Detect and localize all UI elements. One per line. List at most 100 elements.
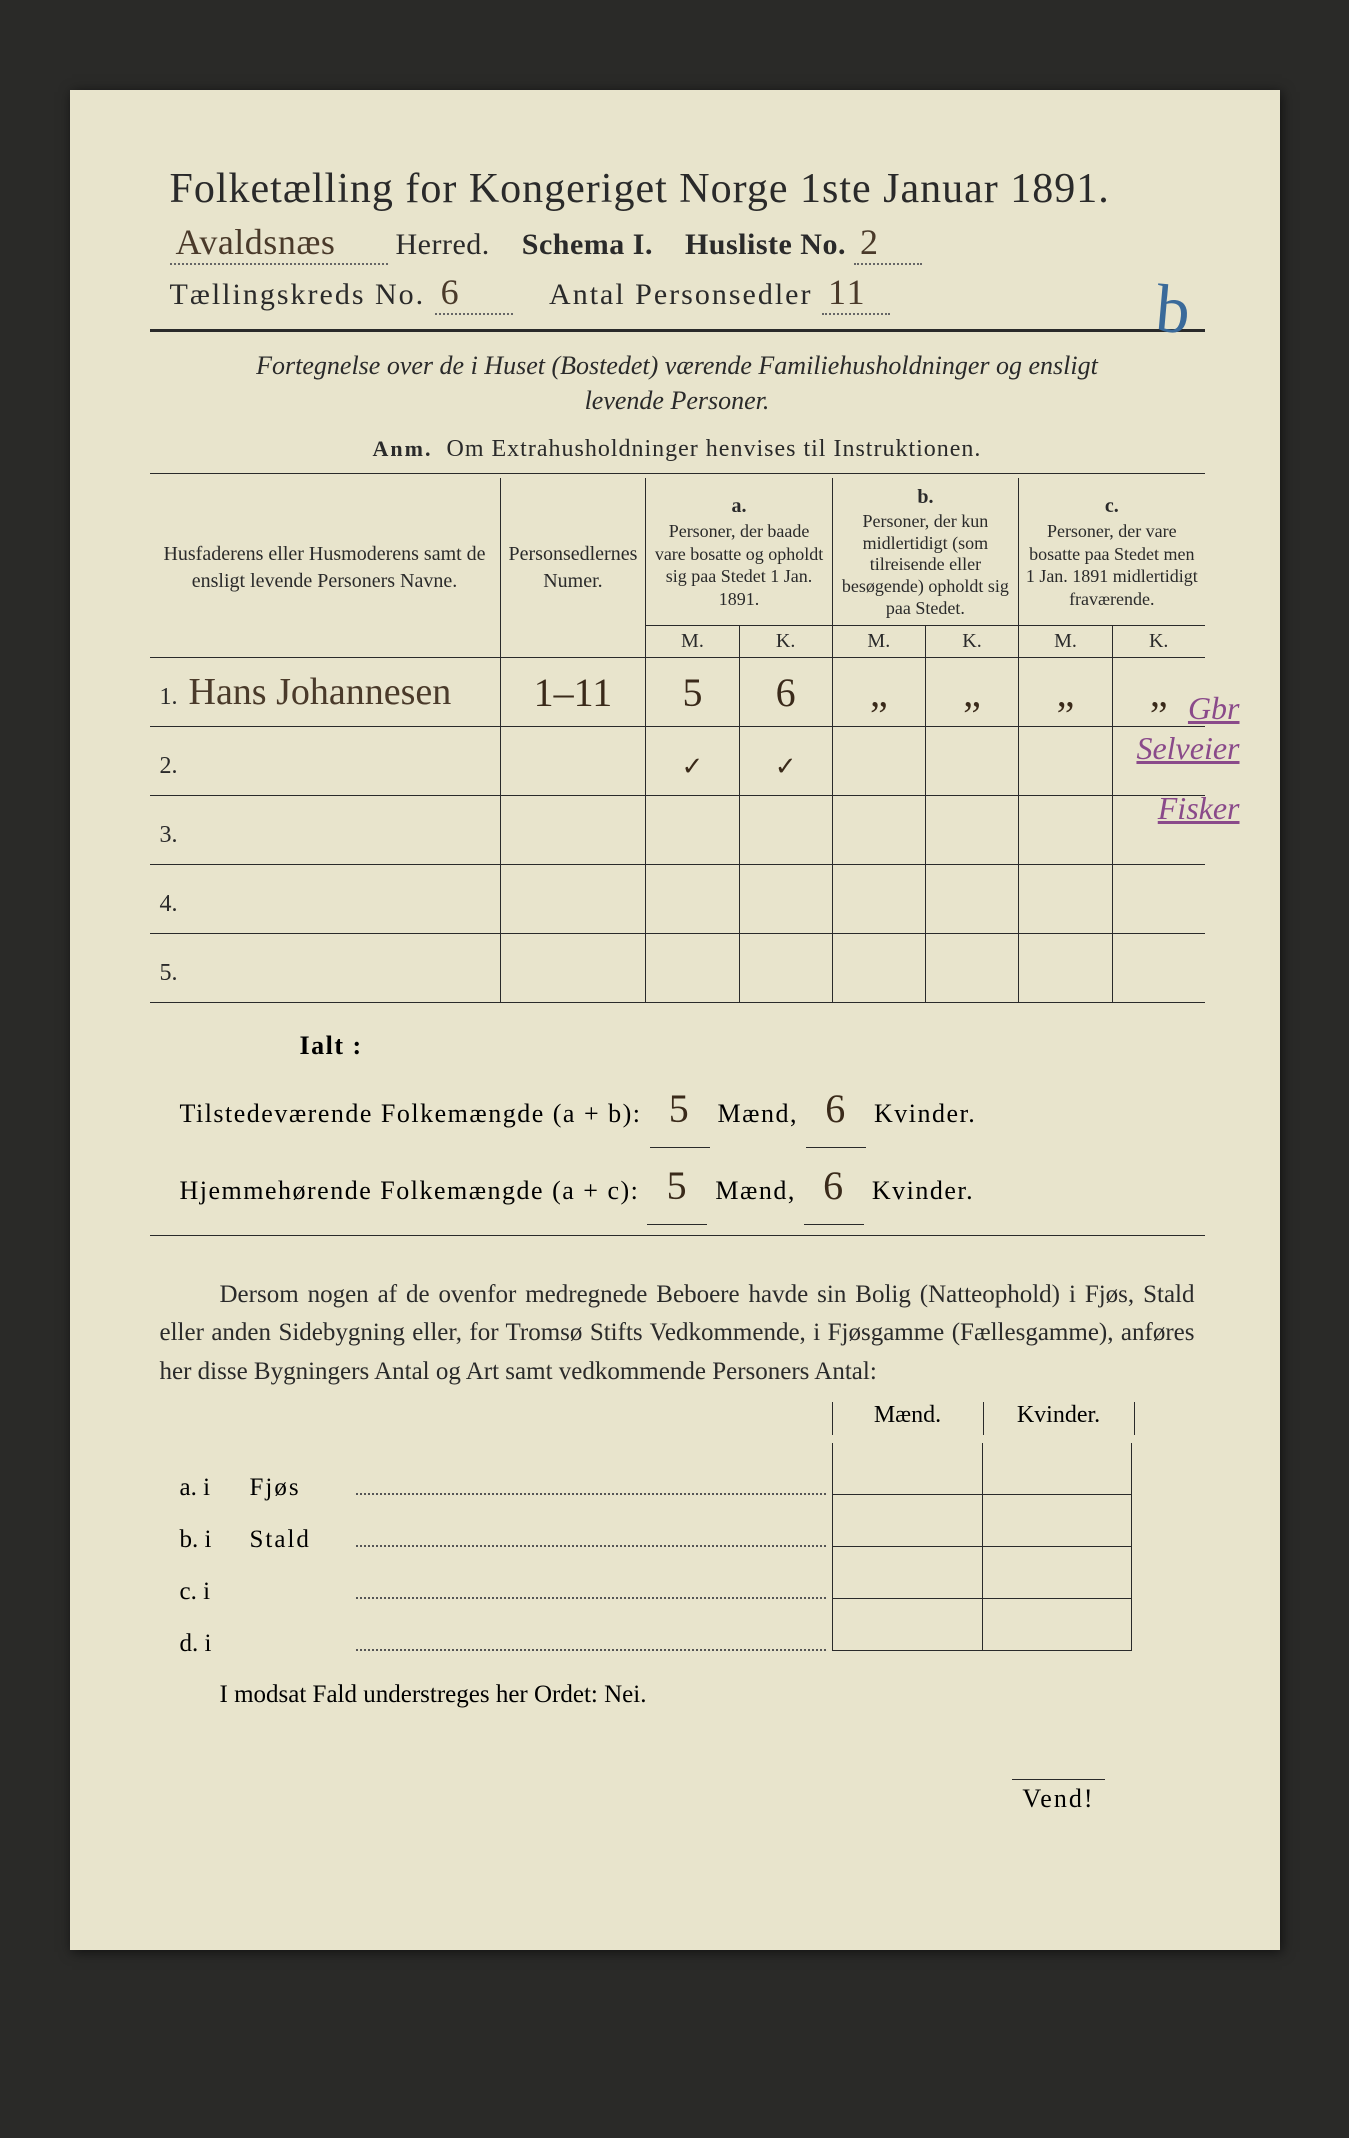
name-cell: 1. Hans Johannesen [150, 658, 501, 727]
nei-text: I modsat Fald understreges her Ordet: Ne… [220, 1681, 647, 1708]
a-m-cell [646, 796, 739, 865]
a-text: Personer, der baade vare bosatte og opho… [652, 520, 825, 610]
annotation-mark: b [1152, 269, 1193, 351]
antal-no: 11 [828, 271, 867, 313]
b-k-cell [925, 934, 1018, 1003]
meta-line-2: Tællingskreds No. 6 Antal Personsedler 1… [170, 271, 1205, 315]
kvinder-cell [982, 1547, 1132, 1599]
c-k-cell [1112, 865, 1204, 934]
table-row: 4. [150, 865, 1205, 934]
table-row: 2. ✓✓ [150, 727, 1205, 796]
present-m: 5 [650, 1071, 710, 1148]
a-k-cell [739, 934, 832, 1003]
b-k-cell [925, 865, 1018, 934]
c-k: K. [1112, 626, 1204, 658]
table-row: 3. [150, 796, 1205, 865]
c-text: Personer, der vare bosatte paa Stedet me… [1025, 520, 1198, 610]
table-row: 5. [150, 934, 1205, 1003]
c-m-cell [1019, 934, 1113, 1003]
row-number: 2. [160, 753, 184, 780]
row-label: b. i [180, 1526, 250, 1554]
ialt-heading: Ialt : [300, 1021, 1205, 1070]
col-b-header: b. Personer, der kun midlertidigt (som t… [832, 478, 1018, 625]
kvinder-label: Kvinder. [874, 1099, 976, 1128]
col-a-header: a. Personer, der baade vare bosatte og o… [646, 478, 832, 625]
c-k-cell [1112, 934, 1204, 1003]
row-label: c. i [180, 1578, 250, 1606]
c-label: c. [1025, 493, 1198, 520]
maend-cell [832, 1599, 982, 1651]
subtitle-line1: Fortegnelse over de i Huset (Bostedet) v… [256, 351, 1098, 380]
anm-note: Anm. Om Extrahusholdninger henvises til … [150, 436, 1205, 463]
a-k-cell: 6 [739, 658, 832, 727]
row-cells [832, 1547, 1132, 1599]
building-row: a. iFjøs [180, 1443, 1195, 1495]
a-k: K. [739, 626, 832, 658]
maend-cell [832, 1495, 982, 1547]
row-number: 4. [160, 891, 184, 918]
b-m-cell [832, 865, 925, 934]
row-label: a. i [180, 1474, 250, 1502]
c-m-cell: „ [1019, 658, 1113, 727]
totals-block: Ialt : Tilstedeværende Folkemængde (a + … [180, 1021, 1205, 1224]
col-c-header: c. Personer, der vare bosatte paa Stedet… [1019, 478, 1205, 625]
antal-label: Antal Personsedler [549, 278, 812, 311]
kvinder-cell [982, 1443, 1132, 1495]
a-m-cell: 5 [646, 658, 739, 727]
a-k-cell: ✓ [739, 727, 832, 796]
num-cell [500, 796, 646, 865]
dotted-fill [356, 1579, 826, 1599]
b-k-cell [925, 796, 1018, 865]
totals-present: Tilstedeværende Folkemængde (a + b): 5 M… [180, 1071, 1205, 1148]
instructions-paragraph: Dersom nogen af de ovenfor medregnede Be… [160, 1276, 1195, 1392]
dotted-fill [356, 1475, 826, 1495]
vend-label: Vend! [1012, 1779, 1104, 1814]
b-k-cell [925, 727, 1018, 796]
a-k-cell [739, 796, 832, 865]
row-number: 3. [160, 822, 184, 849]
b-text: Personer, der kun midlertidigt (som tilr… [839, 511, 1012, 619]
husliste-label: Husliste No. [685, 228, 846, 261]
maend-label: Mænd, [715, 1176, 795, 1205]
name-cell: 2. [150, 727, 501, 796]
divider [150, 1235, 1205, 1236]
b-k: K. [925, 626, 1018, 658]
c-m-cell [1019, 865, 1113, 934]
buildings-table: a. iFjøsb. iStaldc. id. i [180, 1443, 1195, 1651]
num-cell: 1–11 [500, 658, 646, 727]
dotted-fill [356, 1527, 826, 1547]
c-m-cell [1019, 727, 1113, 796]
b-m-cell [832, 727, 925, 796]
maend-col: Mænd. [832, 1402, 983, 1435]
row-cells [832, 1495, 1132, 1547]
name-cell: 3. [150, 796, 501, 865]
c-m: M. [1019, 626, 1113, 658]
building-row: b. iStald [180, 1495, 1195, 1547]
name-cell: 4. [150, 865, 501, 934]
schema-label: Schema I. [522, 228, 653, 261]
herred-label: Herred. [396, 228, 490, 261]
line1-pre: Tilstedeværende Folkemængde (a + b): [180, 1099, 642, 1128]
page-title: Folketælling for Kongeriget Norge 1ste J… [170, 165, 1205, 213]
building-row: d. i [180, 1599, 1195, 1651]
num-cell [500, 934, 646, 1003]
maend-label: Mænd, [718, 1099, 798, 1128]
kvinder-col: Kvinder. [983, 1402, 1135, 1435]
a-m: M. [646, 626, 739, 658]
resident-k: 6 [804, 1148, 864, 1225]
row-cells [832, 1599, 1132, 1651]
kvinder-cell [982, 1599, 1132, 1651]
row-name: Hans Johannesen [189, 671, 452, 713]
b-m: M. [832, 626, 925, 658]
b-m-cell: „ [832, 658, 925, 727]
col-num-header: Personsedlernes Numer. [500, 478, 646, 657]
num-cell [500, 865, 646, 934]
meta-line-1: Avaldsnæs Herred. Schema I. Husliste No.… [170, 221, 1205, 265]
name-cell: 5. [150, 934, 501, 1003]
c-m-cell [1019, 796, 1113, 865]
row-type: Stald [250, 1526, 350, 1554]
a-m-cell: ✓ [646, 727, 739, 796]
subtitle: Fortegnelse over de i Huset (Bostedet) v… [150, 348, 1205, 418]
margin-note-2: Selveier [1136, 730, 1239, 767]
table-row: 1. Hans Johannesen1–1156„„„„ [150, 658, 1205, 727]
